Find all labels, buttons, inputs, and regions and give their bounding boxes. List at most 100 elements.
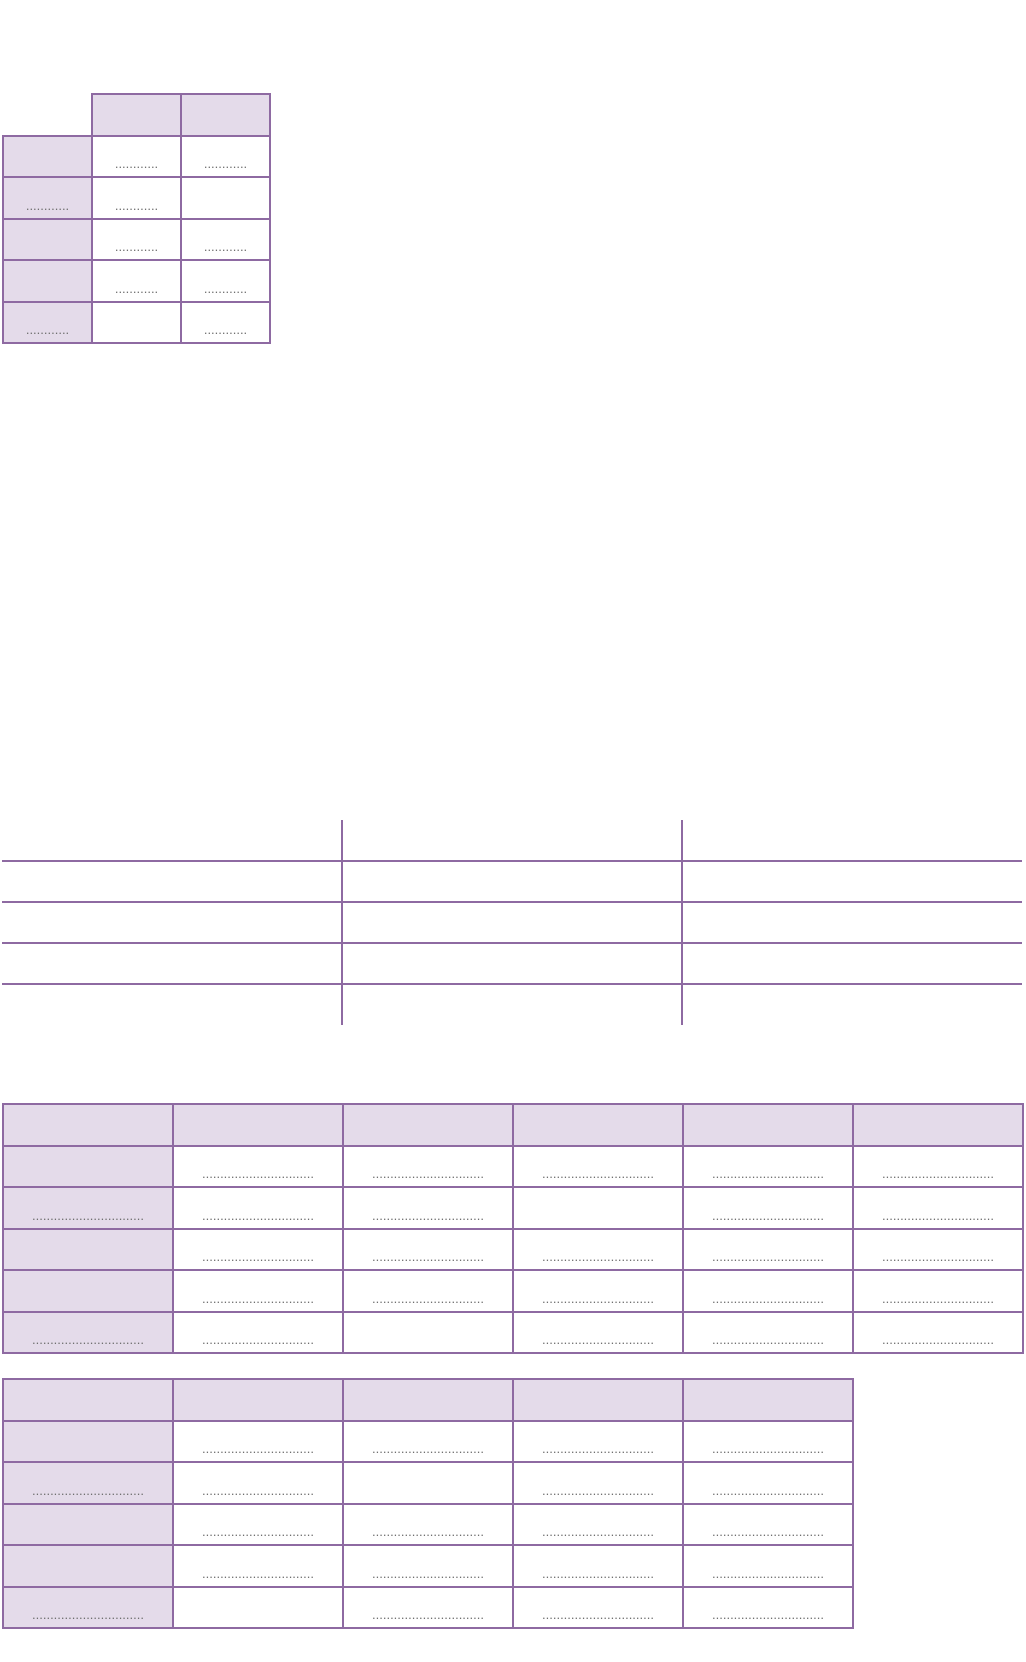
six-column-table: ............................... ........…: [2, 1103, 1024, 1354]
header-cell: [180, 93, 271, 137]
blank-cell[interactable]: ............: [91, 217, 182, 261]
blank-cell[interactable]: ...............................: [682, 1544, 854, 1588]
blank-cell[interactable]: ...............................: [512, 1269, 684, 1313]
blank-cell[interactable]: ...............................: [682, 1186, 854, 1230]
table-row: ............................... ........…: [2, 1310, 1024, 1354]
blank-cell[interactable]: ...............................: [172, 1186, 344, 1230]
table-row: ............ ............: [2, 217, 271, 261]
blank-cell[interactable]: ............: [180, 134, 271, 178]
blank-cell[interactable]: ...............................: [512, 1461, 684, 1505]
table-header-row: [2, 1378, 854, 1422]
blank-cell: [342, 1310, 514, 1354]
blank-cell[interactable]: ...............................: [172, 1502, 344, 1546]
ruled-row: [2, 942, 1022, 985]
ruled-cell: [341, 860, 682, 903]
blank-cell[interactable]: ...............................: [852, 1144, 1024, 1188]
ruled-row: [2, 901, 1022, 944]
header-cell: [512, 1103, 684, 1147]
blank-cell[interactable]: ...............................: [342, 1544, 514, 1588]
blank-cell[interactable]: ...............................: [172, 1144, 344, 1188]
ruled-cell: [341, 942, 682, 985]
blank-cell[interactable]: ...............................: [172, 1227, 344, 1271]
blank-cell[interactable]: ...............................: [512, 1144, 684, 1188]
header-cell: [682, 1378, 854, 1422]
blank-cell: [91, 300, 182, 344]
blank-cell[interactable]: ...............................: [682, 1144, 854, 1188]
row-label-cell: [2, 1227, 174, 1271]
header-cell: [91, 93, 182, 137]
blank-cell[interactable]: ............: [91, 134, 182, 178]
header-cell: [342, 1103, 514, 1147]
blank-cell[interactable]: ...............................: [682, 1502, 854, 1546]
blank-cell[interactable]: ...............................: [342, 1186, 514, 1230]
ruled-cell: [2, 860, 342, 903]
blank-cell[interactable]: ...............................: [342, 1227, 514, 1271]
table-row: ............................... ........…: [2, 1186, 1024, 1230]
ruled-row: [2, 820, 1022, 862]
blank-cell[interactable]: ...............................: [512, 1419, 684, 1463]
table-row: ............................... ........…: [2, 1585, 854, 1629]
blank-cell[interactable]: ............: [180, 259, 271, 303]
table-row: ............................... ........…: [2, 1544, 854, 1588]
blank-cell[interactable]: ...............................: [852, 1227, 1024, 1271]
blank-cell[interactable]: ...............................: [682, 1585, 854, 1629]
ruled-cell: [341, 983, 682, 1025]
table-row: ............................... ........…: [2, 1461, 854, 1505]
blank-cell[interactable]: ...............................: [172, 1544, 344, 1588]
blank-cell[interactable]: ...............................: [852, 1310, 1024, 1354]
table-row: ............ ............: [2, 300, 271, 344]
blank-cell[interactable]: ...............................: [512, 1227, 684, 1271]
blank-cell[interactable]: ...............................: [682, 1419, 854, 1463]
blank-cell[interactable]: ...............................: [682, 1461, 854, 1505]
blank-cell[interactable]: ...............................: [512, 1310, 684, 1354]
header-cell: [172, 1378, 344, 1422]
table-row: ............ ............: [2, 134, 271, 178]
row-label-cell: [2, 1419, 174, 1463]
small-table: ............ ............ ............ .…: [2, 93, 271, 344]
row-label-cell: [2, 134, 93, 178]
blank-cell[interactable]: ...............................: [342, 1269, 514, 1313]
blank-cell: [180, 176, 271, 220]
blank-cell[interactable]: ...............................: [852, 1269, 1024, 1313]
row-label-cell[interactable]: ...............................: [2, 1461, 174, 1505]
row-label-cell[interactable]: ...............................: [2, 1310, 174, 1354]
blank-cell[interactable]: ............: [180, 217, 271, 261]
blank-cell[interactable]: ............: [91, 259, 182, 303]
blank-cell[interactable]: ...............................: [342, 1585, 514, 1629]
row-label-cell: [2, 1269, 174, 1313]
table-row: ............ ............: [2, 259, 271, 303]
row-label-cell[interactable]: ............: [2, 300, 93, 344]
blank-cell[interactable]: ............: [180, 300, 271, 344]
row-label-cell: [2, 1502, 174, 1546]
table-header-row: [3, 93, 271, 137]
blank-cell[interactable]: ...............................: [852, 1186, 1024, 1230]
blank-cell[interactable]: ...............................: [682, 1227, 854, 1271]
blank-cell[interactable]: ...............................: [682, 1310, 854, 1354]
row-label-cell[interactable]: ...............................: [2, 1585, 174, 1629]
blank-cell[interactable]: ...............................: [512, 1585, 684, 1629]
blank-cell[interactable]: ...............................: [172, 1419, 344, 1463]
row-label-cell: [2, 1144, 174, 1188]
ruled-cell: [681, 901, 1022, 944]
blank-cell[interactable]: ...............................: [342, 1502, 514, 1546]
table-row: ............................... ........…: [2, 1144, 1024, 1188]
ruled-cell: [341, 820, 682, 862]
blank-cell: [342, 1461, 514, 1505]
row-label-cell[interactable]: ...............................: [2, 1186, 174, 1230]
header-cell: [852, 1103, 1024, 1147]
table-row: ............ ............: [2, 176, 271, 220]
blank-cell[interactable]: ...............................: [172, 1269, 344, 1313]
blank-cell[interactable]: ...............................: [172, 1461, 344, 1505]
table-row: ............................... ........…: [2, 1502, 854, 1546]
blank-cell[interactable]: ...............................: [342, 1419, 514, 1463]
blank-cell[interactable]: ...............................: [682, 1269, 854, 1313]
blank-cell[interactable]: ...............................: [172, 1310, 344, 1354]
blank-cell[interactable]: ...............................: [512, 1544, 684, 1588]
ruled-cell: [341, 901, 682, 944]
blank-cell[interactable]: ...............................: [512, 1502, 684, 1546]
blank-cell[interactable]: ............: [91, 176, 182, 220]
header-cell: [172, 1103, 344, 1147]
row-label-cell[interactable]: ............: [2, 176, 93, 220]
table-row: ............................... ........…: [2, 1419, 854, 1463]
blank-cell[interactable]: ...............................: [342, 1144, 514, 1188]
